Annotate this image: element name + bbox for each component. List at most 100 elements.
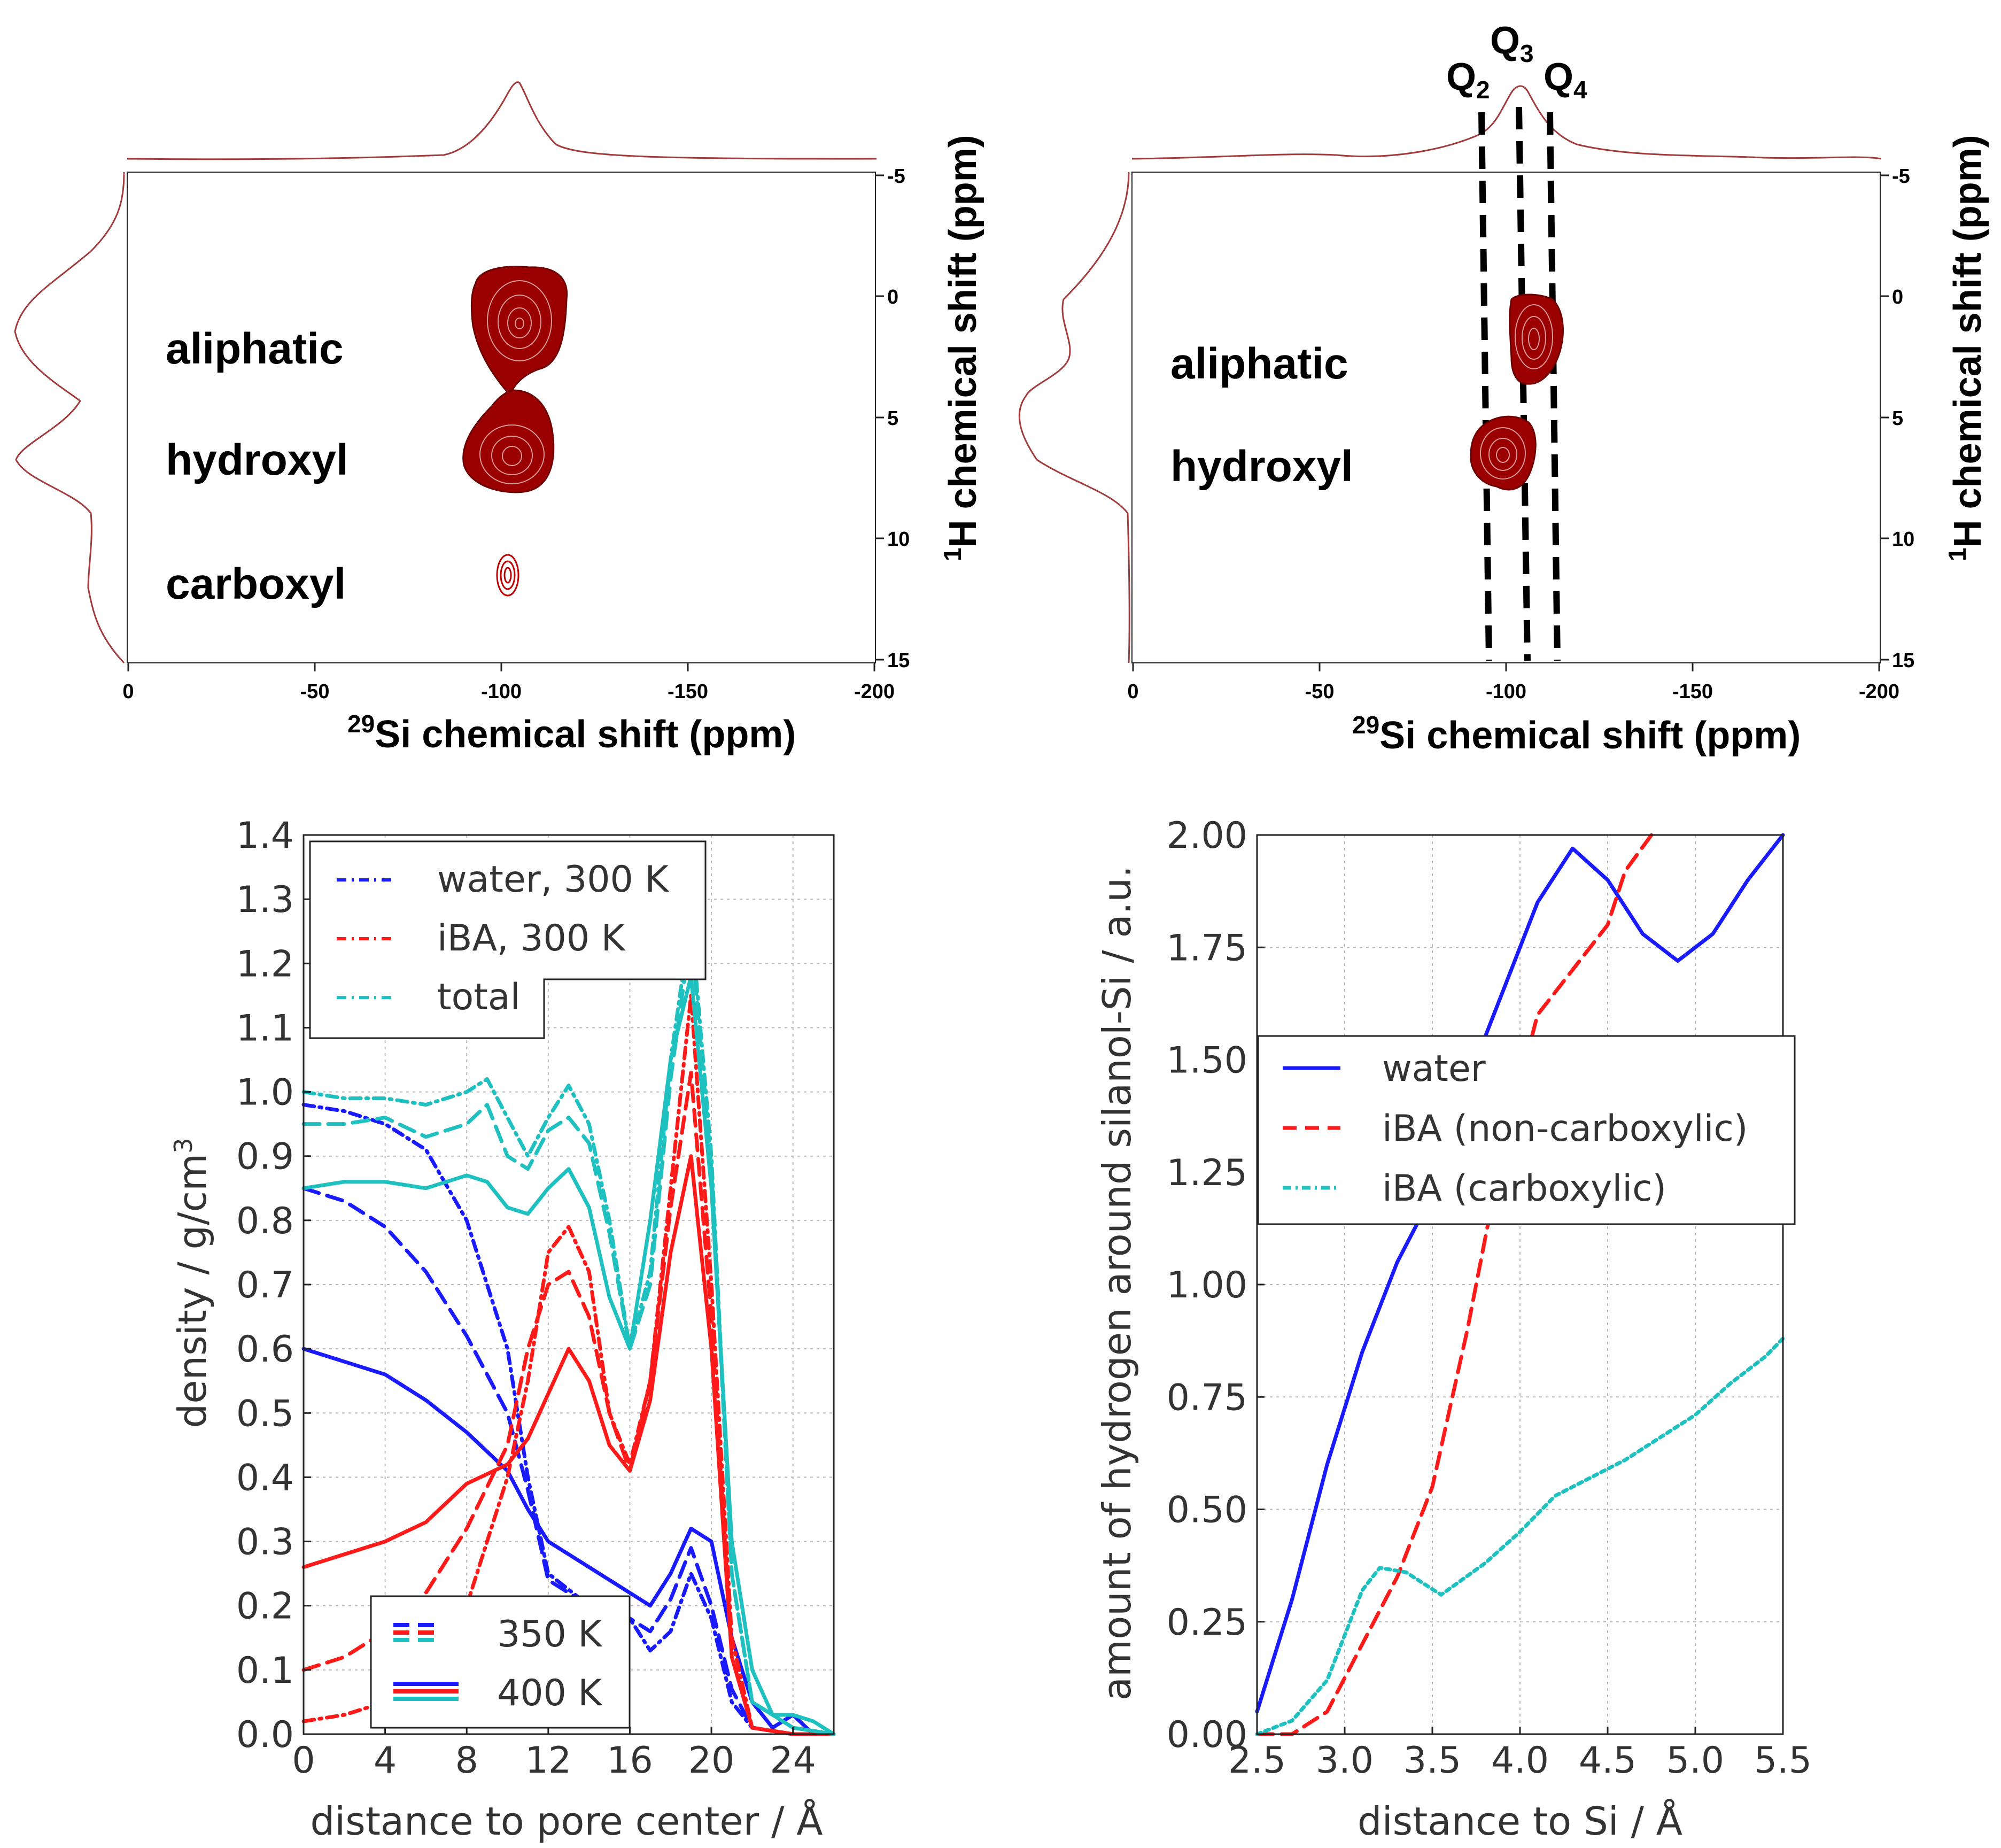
density-y-tick-label: 0.0 <box>236 1714 294 1756</box>
nmr-left-x-ticks <box>127 663 875 671</box>
density-legend-temps-box <box>370 1595 631 1729</box>
nmr-right-y-tick-0: -5 <box>1892 165 1910 188</box>
nmr-right-y-label-text: H chemical shift (ppm) <box>1946 135 1989 547</box>
hydrogen-series-water <box>1255 833 1785 1714</box>
nmr-right-x-tick-4: -200 <box>1859 681 1899 703</box>
nmr-left-x-label-text: Si chemical shift (ppm) <box>375 713 796 756</box>
nmr-right-x-tick-2: -100 <box>1486 681 1526 703</box>
nmr-right-label-aliphatic: aliphatic <box>1170 339 1348 388</box>
hydrogen-x-tick-label: 4.0 <box>1491 1739 1549 1782</box>
nmr-left-x-tick-3: -150 <box>668 681 708 703</box>
density-y-tick-label: 0.2 <box>236 1586 294 1628</box>
nmr-right-label-hydroxyl: hydroxyl <box>1170 442 1353 491</box>
q4-line <box>1547 112 1561 661</box>
nmr-left-y-tick-4: 15 <box>887 649 910 672</box>
hydrogen-series-iba-carboxylic <box>1255 1336 1785 1736</box>
nmr-left-y-ticks <box>875 174 884 661</box>
hydrogen-x-tick-label: 5.5 <box>1754 1739 1812 1782</box>
legend-label-water: water, 300 K <box>437 859 670 901</box>
nmr-right-y-tick-3: 10 <box>1892 528 1914 551</box>
nmr-right-panel: 0 -50 -100 -150 -200 -5 0 5 10 15 29Si c… <box>1018 19 1989 757</box>
density-series-water-400-k <box>301 1347 836 1736</box>
density-y-tick-label: 1.0 <box>236 1072 294 1114</box>
hydrogen-chart: 2.5 3.0 3.5 4.0 4.5 5.0 5.5 0.00 0.25 0.50 0.75 1.0… <box>1095 815 1812 1844</box>
density-x-tick-label: 24 <box>770 1739 816 1782</box>
density-x-label: distance to pore center / Å <box>310 1799 823 1844</box>
nmr-left-x-label-sup: 29 <box>347 710 375 738</box>
legend-label-h-iba-noncarb: iBA (non-carboxylic) <box>1382 1108 1748 1150</box>
density-y-tick-label: 0.1 <box>236 1650 294 1692</box>
nmr-left-x-label: 29Si chemical shift (ppm) <box>347 710 796 756</box>
nmr-right-y-tick-4: 15 <box>1892 649 1914 672</box>
hydrogen-y-tick-label: 0.00 <box>1167 1714 1247 1756</box>
nmr-right-y-label: 1H chemical shift (ppm) <box>1943 135 1989 561</box>
hydrogen-y-tick-label: 1.00 <box>1167 1264 1247 1306</box>
hydrogen-x-tick-label: 4.5 <box>1579 1739 1637 1782</box>
nmr-right-x-tick-3: -150 <box>1672 681 1713 703</box>
nmr-left-label-aliphatic: aliphatic <box>166 324 344 373</box>
nmr-left-contour-peaks <box>462 266 568 597</box>
nmr-left-x-tick-2: -100 <box>481 681 522 703</box>
nmr-left-side-projection <box>14 172 125 664</box>
hydrogen-y-label: amount of hydrogen around silanol-Si / a… <box>1095 865 1139 1700</box>
legend-label-iba: iBA, 300 K <box>437 917 626 960</box>
nmr-left-peak-aliphatic <box>470 266 568 398</box>
density-series-iba-400-k <box>301 1154 836 1736</box>
q2-line <box>1478 112 1492 661</box>
legend-label-h-water: water <box>1382 1048 1486 1090</box>
legend-label-h-iba-carb: iBA (carboxylic) <box>1382 1167 1666 1210</box>
density-y-tick-label: 0.9 <box>236 1136 294 1178</box>
density-y-tick-label: 1.2 <box>236 943 294 985</box>
density-y-tick-label: 0.5 <box>236 1393 294 1435</box>
nmr-right-contour-peaks <box>1470 293 1564 491</box>
hydrogen-grid <box>1257 834 1783 1735</box>
density-x-tick-label: 8 <box>455 1739 478 1782</box>
hydrogen-series <box>1255 833 1785 1736</box>
nmr-right-x-ticks <box>1132 663 1880 671</box>
density-legend-species-box <box>309 840 707 1039</box>
legend-label-total: total <box>437 976 521 1018</box>
hydrogen-y-tick-label: 0.50 <box>1167 1489 1247 1532</box>
density-y-tick-label: 0.6 <box>236 1328 294 1371</box>
q3-main: Q <box>1490 19 1520 62</box>
nmr-left-y-tick-2: 5 <box>887 407 898 430</box>
density-y-tick-label: 0.3 <box>236 1521 294 1564</box>
legend-label-350k: 350 K <box>497 1613 603 1656</box>
nmr-left-y-label-sup: 1 <box>939 547 966 561</box>
nmr-right-x-label: 29Si chemical shift (ppm) <box>1352 711 1801 757</box>
nmr-left-label-carboxyl: carboxyl <box>166 560 346 608</box>
density-y-tick-label: 1.4 <box>236 815 294 857</box>
nmr-right-q3-label: Q3 <box>1490 19 1534 67</box>
nmr-left-x-tick-1: -50 <box>300 681 330 703</box>
nmr-left-y-label-text: H chemical shift (ppm) <box>942 135 984 547</box>
density-y-label-sup: 3 <box>169 1138 198 1154</box>
nmr-right-x-label-text: Si chemical shift (ppm) <box>1379 714 1801 757</box>
legend-label-400k: 400 K <box>497 1672 603 1714</box>
density-x-tick-label: 20 <box>688 1739 735 1782</box>
hydrogen-y-tick-label: 1.50 <box>1167 1040 1247 1082</box>
nmr-left-peak-carboxyl <box>496 554 519 597</box>
density-y-tick-label: 0.8 <box>236 1200 294 1242</box>
nmr-right-x-label-sup: 29 <box>1352 711 1379 739</box>
nmr-left-label-hydroxyl: hydroxyl <box>166 436 348 484</box>
nmr-right-y-label-sup: 1 <box>1943 547 1971 561</box>
density-y-tick-label: 1.3 <box>236 879 294 921</box>
density-y-label-text: density / g/cm <box>170 1154 215 1428</box>
density-y-label: density / g/cm3 <box>169 1138 215 1428</box>
hydrogen-x-tick-label: 3.0 <box>1316 1739 1374 1782</box>
q4-main: Q <box>1544 56 1573 98</box>
nmr-left-peak-hydroxyl <box>462 389 555 493</box>
density-x-tick-label: 0 <box>292 1739 315 1782</box>
nmr-right-contour-lines <box>1480 304 1553 480</box>
nmr-right-y-tick-1: 0 <box>1892 286 1903 308</box>
density-y-tick-label: 0.4 <box>236 1457 294 1499</box>
nmr-left-top-projection <box>127 81 877 160</box>
density-series-total-400-k <box>301 974 836 1736</box>
hydrogen-x-tick-label: 5.0 <box>1666 1739 1724 1782</box>
nmr-right-q4-label: Q4 <box>1544 56 1587 104</box>
nmr-right-side-projection <box>1018 172 1130 663</box>
hydrogen-x-tick-label: 2.5 <box>1228 1739 1286 1782</box>
hydrogen-x-label: distance to Si / Å <box>1358 1799 1682 1844</box>
hydrogen-legend: water iBA (non-carboxylic) iBA (carboxyl… <box>1257 1035 1796 1225</box>
